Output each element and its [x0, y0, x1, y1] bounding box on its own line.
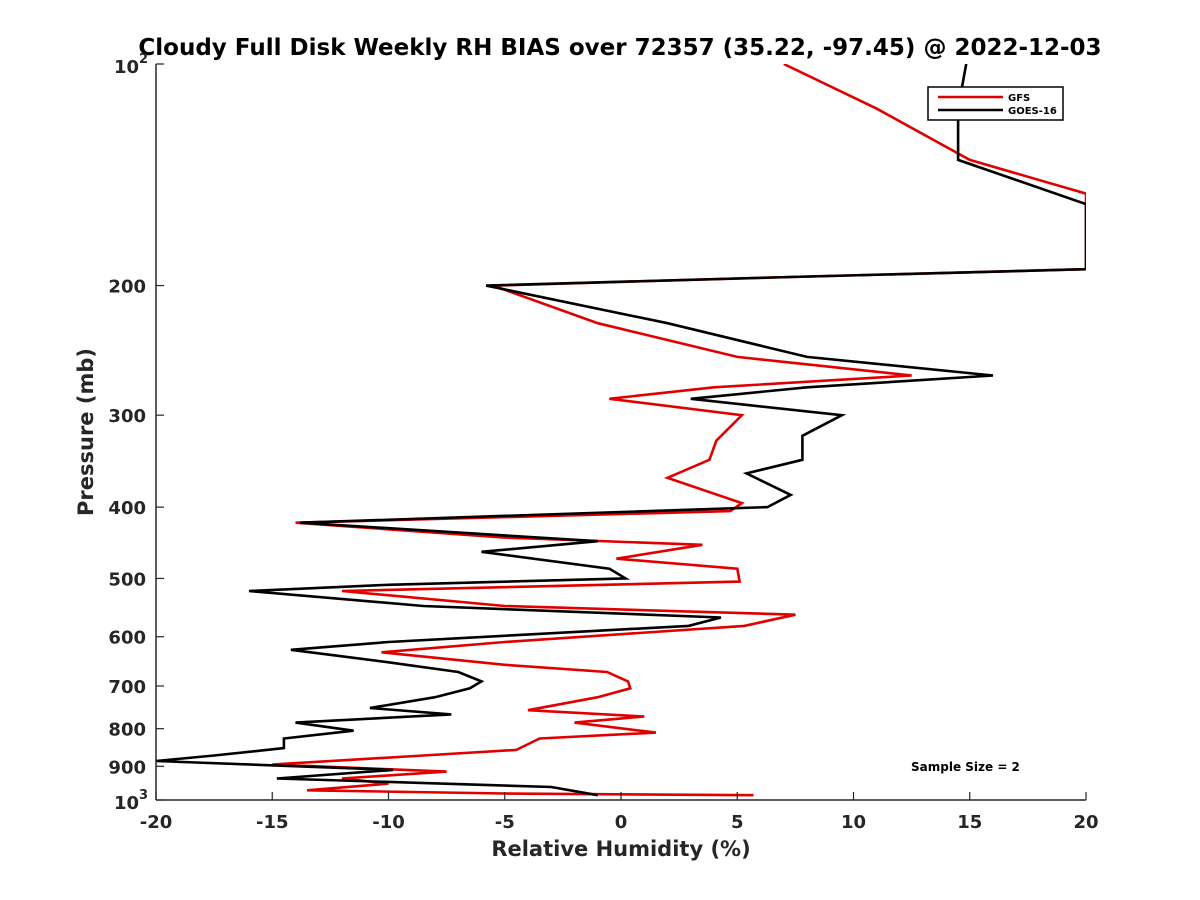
x-tick-label: -15	[256, 812, 289, 833]
series-line-goes16	[156, 64, 1086, 797]
x-axis-label: Relative Humidity (%)	[491, 837, 750, 861]
x-tick-label: -5	[495, 812, 515, 833]
legend-label-gfs: GFS	[1008, 93, 1030, 104]
series-line-gfs	[272, 64, 1086, 797]
y-axis-label: Pressure (mb)	[74, 348, 98, 516]
legend-box	[927, 86, 1064, 121]
x-tick-label: 20	[1073, 812, 1098, 833]
y-tick-label: 10	[114, 57, 139, 78]
x-tick-label: -20	[140, 812, 173, 833]
y-tick-exponent: 3	[139, 788, 148, 803]
x-tick-label: 15	[957, 812, 982, 833]
sample-size-annotation: Sample Size = 2	[911, 760, 1020, 774]
y-tick-label: 10	[114, 793, 139, 814]
legend-label-goes16: GOES-16	[1008, 106, 1057, 117]
legend: GFS GOES-16	[927, 86, 1064, 121]
x-tick-label: -10	[372, 812, 405, 833]
y-tick-label: 200	[108, 277, 146, 298]
x-tick-label: 5	[731, 812, 744, 833]
y-tick-label: 800	[108, 720, 146, 741]
y-tick-label: 900	[108, 757, 146, 778]
y-tick-label: 400	[108, 498, 146, 519]
chart-title: Cloudy Full Disk Weekly RH BIAS over 723…	[138, 35, 1101, 61]
y-tick-label: 600	[108, 628, 146, 649]
series-layer	[156, 64, 1086, 797]
x-ticks: -20 -15 -10 -5 0 5 10 15 20	[140, 792, 1099, 833]
y-tick-exponent: 2	[139, 52, 148, 67]
y-tick-label: 700	[108, 677, 146, 698]
x-tick-label: 0	[615, 812, 628, 833]
x-tick-label: 10	[841, 812, 866, 833]
y-tick-label: 500	[108, 569, 146, 590]
y-tick-label: 300	[108, 406, 146, 427]
